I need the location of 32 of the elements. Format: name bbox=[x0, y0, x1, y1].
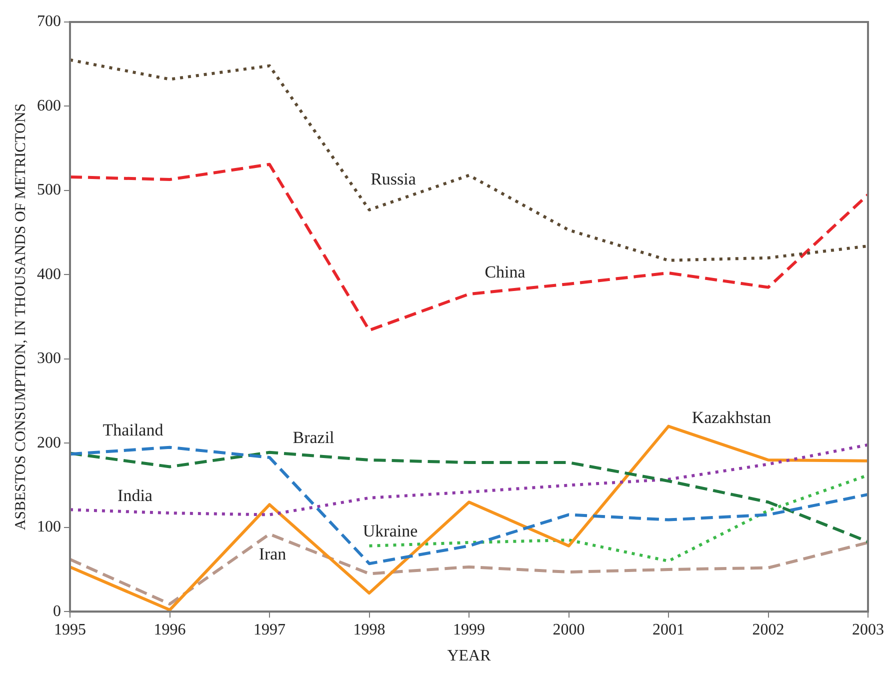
series-label: Russia bbox=[370, 169, 416, 188]
y-tick-label: 300 bbox=[37, 350, 61, 368]
y-tick-label: 500 bbox=[37, 182, 61, 199]
series-label: Iran bbox=[258, 544, 287, 564]
y-tick-label: 700 bbox=[37, 13, 61, 30]
y-tick-label: 100 bbox=[37, 518, 61, 536]
line-series bbox=[70, 443, 868, 516]
x-tick-label: 1999 bbox=[453, 621, 485, 638]
x-axis-title: YEAR bbox=[447, 648, 492, 665]
line-series bbox=[70, 446, 868, 566]
series-label: India bbox=[118, 486, 153, 506]
series-label: Thailand bbox=[102, 420, 164, 440]
y-axis-title: ASBESTOS CONSUMPTION, IN THOUSANDS OF METRICTONS bbox=[12, 103, 29, 530]
x-tick-label: 1997 bbox=[254, 621, 286, 638]
y-tick-label: 0 bbox=[53, 602, 61, 620]
line-series bbox=[70, 450, 868, 544]
x-tick-label: 2003 bbox=[852, 621, 884, 638]
y-tick-label: 200 bbox=[37, 434, 61, 452]
series-label: Ukraine bbox=[362, 521, 418, 540]
x-tick-label: 2001 bbox=[652, 621, 684, 638]
x-tick-label: 1996 bbox=[154, 621, 186, 638]
series-label: China bbox=[484, 262, 526, 282]
y-tick-label: 600 bbox=[37, 97, 61, 114]
y-tick-label: 400 bbox=[37, 266, 61, 283]
line-series bbox=[70, 162, 868, 332]
x-tick-label: 1995 bbox=[54, 621, 86, 638]
x-tick-label: 2000 bbox=[552, 621, 585, 638]
x-tick-label: 2002 bbox=[752, 621, 784, 638]
series-label: Brazil bbox=[292, 428, 335, 447]
x-tick-label: 1998 bbox=[353, 621, 386, 638]
series-label: Kazakhstan bbox=[692, 408, 772, 427]
line-series bbox=[70, 58, 868, 262]
